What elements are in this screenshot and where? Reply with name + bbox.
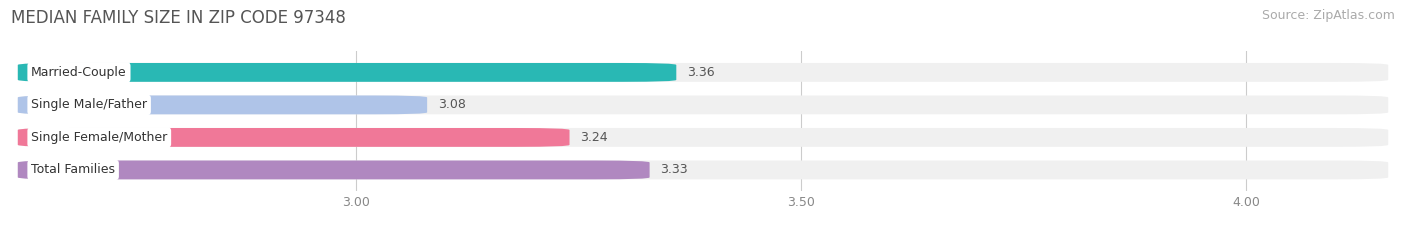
FancyBboxPatch shape: [18, 128, 1388, 147]
FancyBboxPatch shape: [18, 63, 676, 82]
Text: Married-Couple: Married-Couple: [31, 66, 127, 79]
Text: 3.24: 3.24: [581, 131, 607, 144]
Text: Single Female/Mother: Single Female/Mother: [31, 131, 167, 144]
Text: Single Male/Father: Single Male/Father: [31, 98, 148, 111]
Text: MEDIAN FAMILY SIZE IN ZIP CODE 97348: MEDIAN FAMILY SIZE IN ZIP CODE 97348: [11, 9, 346, 27]
Text: 3.08: 3.08: [437, 98, 465, 111]
FancyBboxPatch shape: [18, 96, 1388, 114]
Text: 3.33: 3.33: [661, 163, 688, 176]
Text: Total Families: Total Families: [31, 163, 115, 176]
FancyBboxPatch shape: [18, 63, 1388, 82]
Text: 3.36: 3.36: [688, 66, 714, 79]
Text: Source: ZipAtlas.com: Source: ZipAtlas.com: [1261, 9, 1395, 22]
FancyBboxPatch shape: [18, 96, 427, 114]
FancyBboxPatch shape: [18, 161, 650, 179]
FancyBboxPatch shape: [18, 128, 569, 147]
FancyBboxPatch shape: [18, 161, 1388, 179]
